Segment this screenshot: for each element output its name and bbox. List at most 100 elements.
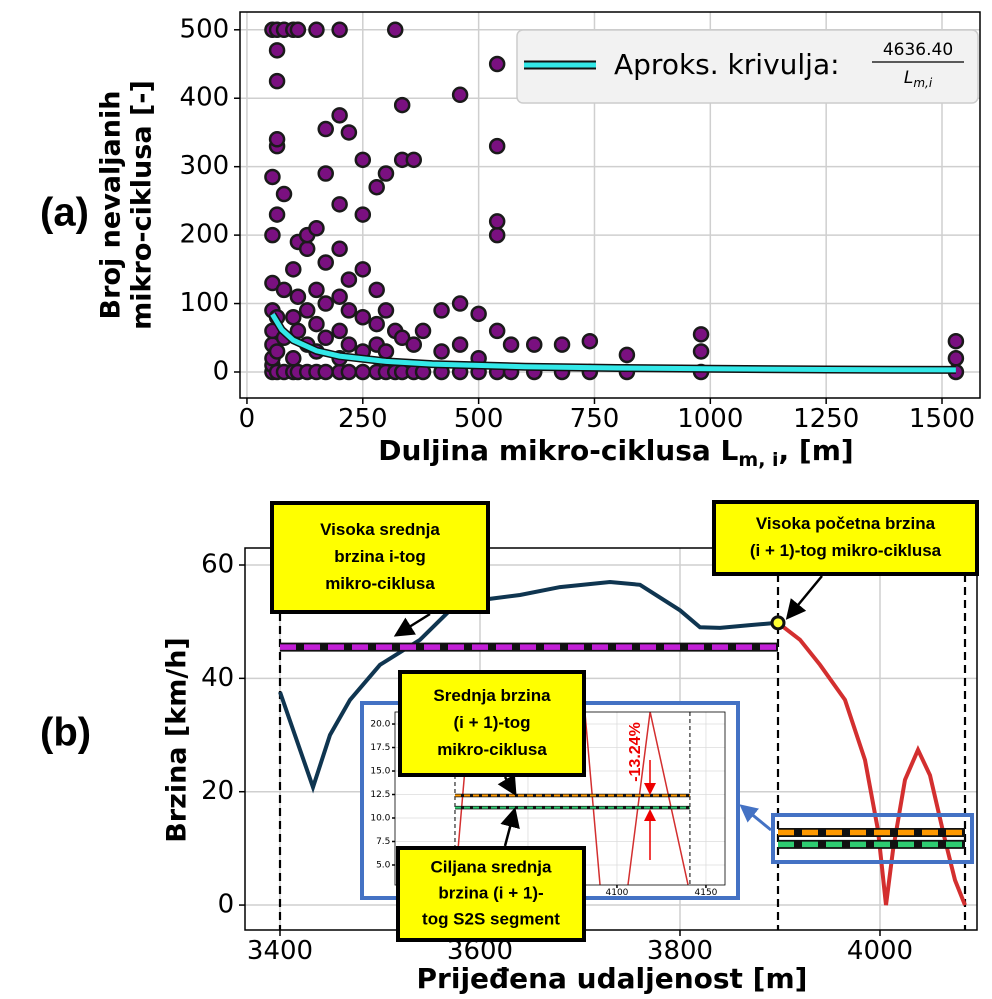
scatter-point: [354, 308, 372, 326]
scatter-point: [405, 151, 423, 169]
x-tick-label: 3800: [647, 936, 713, 966]
scatter-point: [386, 21, 404, 39]
scatter-point: [368, 281, 385, 299]
fit-curve: [270, 313, 956, 373]
scatter-point: [354, 206, 372, 223]
scatter-point: [393, 96, 411, 114]
scatter-point: [308, 315, 325, 333]
scatter-point: [433, 302, 450, 319]
scatter-point: [414, 322, 432, 340]
callout-box: [712, 500, 979, 576]
inset-annotation: -13.24%: [627, 722, 644, 782]
scatter-point: [331, 196, 348, 213]
y-tick-label: 0: [213, 356, 230, 386]
callout-text: Visoka srednja: [320, 520, 440, 539]
callout-text: mikro-ciklusa: [437, 740, 547, 759]
scatter-point: [405, 336, 423, 353]
scatter-point: [317, 120, 334, 138]
callout-text: (i + 1)-tog mikro-ciklusa: [750, 541, 942, 560]
scatter-point: [264, 226, 281, 244]
scatter-point: [268, 343, 286, 360]
scatter-point: [317, 363, 334, 381]
scatter-point: [340, 363, 358, 381]
scatter-point: [581, 332, 599, 350]
y-tick-label: 20.0: [370, 720, 390, 730]
scatter-point: [947, 332, 965, 350]
scatter-point: [275, 281, 293, 299]
scatter-point: [298, 240, 316, 258]
scatter-point: [331, 21, 348, 39]
x-axis-label-main: Duljina mikro-ciklusa L: [378, 434, 738, 467]
scatter-point: [354, 151, 372, 169]
legend-formula-numerator: 4636.40: [883, 40, 953, 60]
scatter-point: [692, 326, 710, 343]
legend-formula-sub: m,i: [913, 76, 933, 90]
scatter-point: [340, 124, 358, 141]
scatter-point: [488, 137, 506, 155]
scatter-point: [308, 21, 325, 39]
plot-content: [454, 712, 691, 885]
scatter-point: [488, 213, 506, 230]
scatter-point: [268, 206, 286, 223]
scatter-point: [377, 343, 395, 360]
scatter-point: [433, 343, 450, 360]
scatter-point: [285, 308, 302, 326]
y-tick-label: 7.5: [376, 837, 390, 847]
scatter-point: [525, 336, 543, 353]
scatter-point: [331, 288, 348, 305]
callout-arrow: [497, 773, 517, 797]
y-axis-label: mikro-ciklusa [-]: [127, 80, 158, 330]
callout-text: Srednja brzina: [433, 686, 551, 705]
callout-arrow: [500, 807, 520, 847]
callout-text: Visoka početna brzina: [756, 514, 936, 533]
scatter-point: [331, 240, 348, 258]
scatter-point: [289, 288, 307, 305]
scatter-point: [451, 295, 469, 312]
y-tick-label: 200: [180, 220, 230, 250]
callout-box: [398, 670, 586, 777]
x-tick-label: 4100: [606, 888, 629, 898]
y-tick-label: 300: [180, 151, 230, 181]
x-tick-label: 4150: [695, 888, 718, 898]
scatter-point: [331, 322, 348, 340]
y-axis-label: Brzina [km/h]: [162, 637, 193, 843]
scatter-point: [268, 131, 286, 148]
scatter-point: [340, 302, 358, 319]
x-tick-label: 3400: [247, 936, 313, 966]
scatter-point: [317, 165, 334, 182]
scatter-point: [488, 322, 506, 340]
scatter-point: [618, 346, 636, 364]
x-tick-label: 1250: [793, 404, 859, 434]
x-axis-label-sub: m, i: [738, 449, 778, 471]
scatter-point: [553, 336, 571, 353]
y-axis-label: Broj nevaljanih: [96, 91, 127, 320]
scatter-point: [470, 305, 487, 323]
speed-line: [278, 579, 779, 794]
scatter-point: [317, 329, 334, 347]
scatter-point: [451, 86, 469, 104]
callout-text: brzina i-tog: [334, 547, 426, 566]
scatter-point: [377, 165, 395, 182]
plot-frame: [244, 547, 978, 931]
legend-formula-denominator: Lm,i: [904, 68, 933, 90]
plot-frame: [239, 11, 981, 399]
scatter-point: [502, 336, 520, 353]
x-tick-label: 500: [454, 404, 504, 434]
scatter-point: [368, 178, 385, 196]
y-tick-label: 15.0: [370, 767, 390, 777]
scatter-point: [488, 55, 506, 73]
y-tick-label: 400: [180, 83, 230, 113]
scatter-point: [268, 72, 286, 90]
legend-formula-l: L: [904, 68, 913, 88]
scatter-point: [340, 271, 358, 288]
x-tick-label: 250: [338, 404, 388, 434]
callout-arrow: [785, 575, 823, 620]
y-tick-label: 60: [201, 550, 234, 580]
x-tick-label: 4000: [847, 936, 913, 966]
transition-marker: [770, 615, 786, 631]
x-tick-label: 1000: [677, 404, 743, 434]
y-tick-label: 100: [180, 288, 230, 318]
scatter-point: [354, 363, 372, 381]
callout-box: [396, 846, 586, 942]
